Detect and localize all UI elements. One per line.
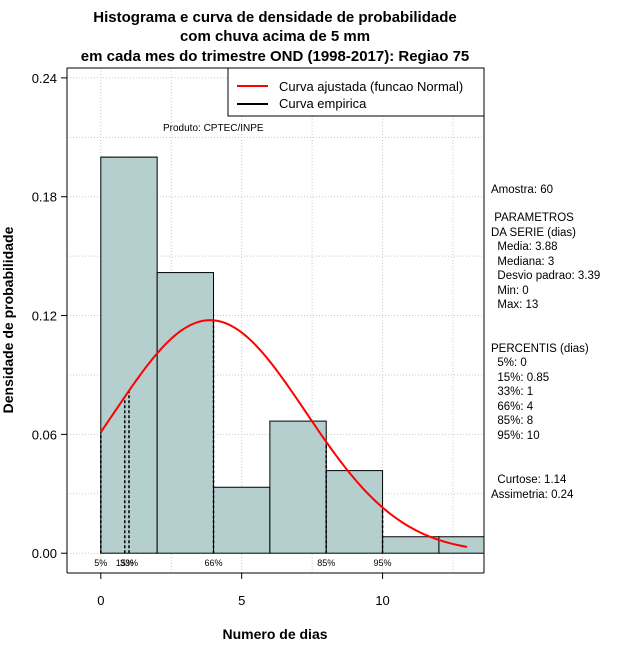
x-tick-label: 0: [97, 593, 104, 608]
histogram-bar: [269, 420, 327, 554]
chart-title-line-1: Histograma e curva de densidade de proba…: [93, 9, 456, 26]
stat-max: Max: 13: [491, 299, 538, 311]
y-tick-label: 0.18: [32, 190, 57, 205]
x-axis-title: Numero de dias: [222, 626, 327, 642]
x-tick-label: 5: [238, 593, 245, 608]
histogram-bar: [100, 156, 158, 554]
stat-p15: 15%: 0.85: [491, 372, 549, 384]
legend-label-normal: Curva ajustada (funcao Normal): [279, 79, 463, 94]
normal-curve: [99, 319, 468, 548]
x-tick-label: 10: [375, 593, 389, 608]
axes: 0.00 0.06 0.12 0.18 0.24 0 5 10: [32, 71, 390, 608]
stat-amostra: Amostra: 60: [491, 184, 553, 196]
y-tick-label: 0.24: [32, 71, 57, 86]
histogram-bar: [156, 272, 215, 554]
y-axis-title: Densidade de probabilidade: [0, 226, 16, 413]
product-note: Produto: CPTEC/INPE: [163, 123, 264, 134]
stat-desvio: Desvio padrao: 3.39: [491, 270, 600, 282]
histogram-bar: [382, 536, 440, 554]
histogram-bars: [100, 156, 485, 554]
percentile-label: 33%: [120, 558, 138, 568]
stat-p66: 66%: 4: [491, 401, 534, 413]
stat-param-header-2: DA SERIE (dias): [491, 227, 576, 239]
chart-title-line-2: com chuva acima de 5 mm: [180, 28, 370, 45]
stat-assimetria: Assimetria: 0.24: [491, 489, 574, 501]
percentile-label: 15%: [116, 558, 134, 568]
stat-curtose: Curtose: 1.14: [491, 474, 567, 486]
stat-mediana: Mediana: 3: [491, 256, 554, 268]
percentile-lines: 5% 15%33% 66% 85% 95%: [94, 320, 392, 568]
normal-curve-layer: [99, 319, 468, 548]
y-tick-label: 0.12: [32, 309, 57, 324]
percentile-label: 85%: [317, 558, 335, 568]
y-tick-label: 0.06: [32, 427, 57, 442]
percentile-label: 5%: [94, 558, 107, 568]
stats-panel: Amostra: 60 PARAMETROS DA SERIE (dias) M…: [491, 184, 600, 501]
y-tick-label: 0.00: [32, 546, 57, 561]
histogram-bar: [213, 486, 271, 554]
percentile-label: 66%: [205, 558, 223, 568]
legend-box: [227, 67, 485, 117]
stat-p85: 85%: 8: [491, 415, 533, 427]
stat-min: Min: 0: [491, 285, 529, 297]
stat-media: Media: 3.88: [491, 241, 557, 253]
stat-param-header-1: PARAMETROS: [491, 212, 574, 224]
percentile-label: 95%: [374, 558, 392, 568]
stat-p95: 95%: 10: [491, 430, 540, 442]
legend-label-empirical: Curva empirica: [279, 96, 367, 111]
stat-p5: 5%: 0: [491, 357, 527, 369]
chart-title-line-3: em cada mes do trimestre OND (1998-2017)…: [81, 48, 470, 65]
legend: Curva ajustada (funcao Normal) Curva emp…: [227, 67, 485, 117]
stat-percentis-header: PERCENTIS (dias): [491, 343, 589, 355]
histogram-bar: [325, 470, 384, 554]
stat-p33: 33%: 1: [491, 386, 533, 398]
